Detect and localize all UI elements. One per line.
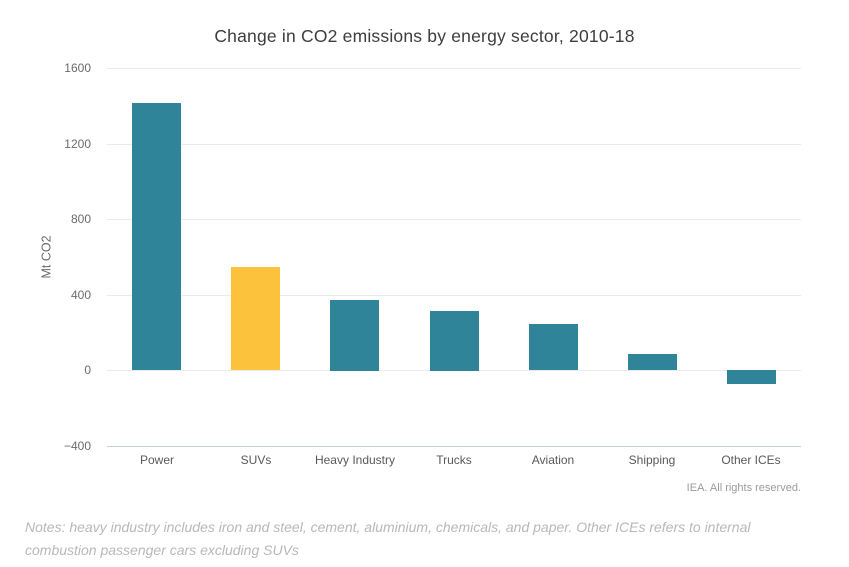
bar-shipping[interactable]: [628, 354, 677, 370]
bar-suvs[interactable]: [231, 267, 280, 370]
x-tick-label-aviation: Aviation: [531, 453, 575, 467]
bar-trucks[interactable]: [430, 311, 479, 371]
x-tick-label-suvs: SUVs: [240, 453, 272, 467]
y-tick-label-0: 0: [84, 363, 91, 377]
attribution-text: IEA. All rights reserved.: [686, 482, 801, 494]
y-axis-title-text: Mt CO2: [40, 235, 54, 279]
chart-notes: Notes: heavy industry includes iron and …: [25, 519, 751, 558]
y-tick-label-1200: 1200: [64, 137, 91, 151]
x-tick-label-heavy-industry: Heavy Industry: [314, 453, 396, 467]
bar-other-ices[interactable]: [727, 370, 776, 384]
gridline-y-1200: [107, 144, 801, 145]
y-tick-label-400: 400: [70, 288, 91, 302]
y-tick-label--400: −400: [63, 439, 91, 453]
x-tick-label-other-ices: Other ICEs: [721, 453, 781, 467]
gridline-y-1600: [107, 68, 801, 69]
y-axis-title: Mt CO2: [36, 68, 58, 446]
y-tick-label-800: 800: [70, 212, 91, 226]
gridline-y-800: [107, 219, 801, 220]
bar-power[interactable]: [132, 103, 181, 370]
x-axis-baseline: [107, 446, 801, 447]
bar-aviation[interactable]: [529, 324, 578, 370]
x-tick-label-trucks: Trucks: [436, 453, 472, 467]
bar-chart-plot-area: 1600 1200 800 400 0 −400 Power SUVs Heavy Indust…: [63, 61, 801, 467]
x-tick-label-shipping: Shipping: [628, 453, 676, 467]
gridline-y-400: [107, 295, 801, 296]
x-tick-label-power: Power: [139, 453, 174, 467]
y-tick-label-1600: 1600: [64, 61, 91, 75]
bar-heavy-industry[interactable]: [330, 300, 379, 371]
chart-title: Change in CO2 emissions by energy sector…: [214, 26, 635, 46]
